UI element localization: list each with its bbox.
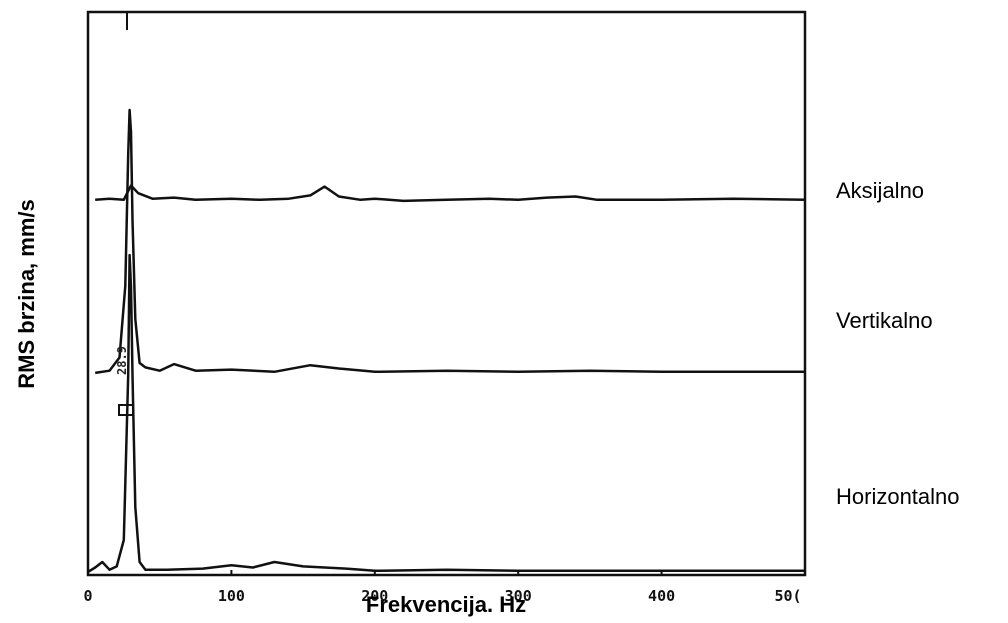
x-tick-label: 100 [218, 587, 245, 605]
series-line-horizontalno [87, 253, 805, 573]
series-label-horizontalno: Horizontalno [836, 484, 960, 509]
x-tick-label: 200 [361, 587, 388, 605]
x-axis-title: Frekvencija. Hz [366, 592, 526, 617]
peak-marker [118, 404, 134, 416]
series-label-aksijalno: Aksijalno [836, 178, 924, 203]
series-labels: Aksijalno Vertikalno Horizontalno [836, 178, 960, 509]
x-tick-label: 50( [774, 587, 801, 605]
y-axis-title: RMS brzina, mm/s [14, 199, 39, 388]
plot-frame [86, 10, 807, 577]
peak-annotation: 28.9 [115, 346, 129, 375]
series-label-vertikalno: Vertikalno [836, 308, 933, 333]
x-ticks: 0 100 200 300 400 50( [83, 12, 806, 605]
series-line-aksijalno [95, 184, 806, 203]
x-tick-label: 0 [83, 587, 92, 605]
x-tick-label: 400 [648, 587, 675, 605]
series-line-vertikalno [95, 108, 805, 375]
x-tick-label: 300 [505, 587, 532, 605]
series-layer [87, 108, 806, 573]
